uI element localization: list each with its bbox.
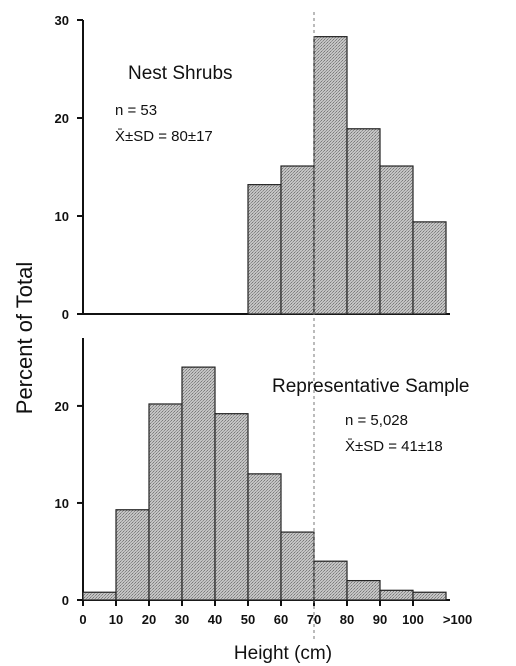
histogram-bar (412, 591, 447, 601)
histogram-bar (148, 403, 183, 601)
y-tick-label: 0 (62, 593, 69, 608)
histogram-bar (313, 36, 348, 315)
histogram-bar (280, 165, 315, 315)
histogram-bar (280, 531, 315, 601)
x-tick-label: 30 (175, 612, 189, 627)
y-tick-label: 10 (55, 209, 69, 224)
panel-representative-sample: 0 10 20 (55, 338, 450, 608)
y-tick-label: 0 (62, 307, 69, 322)
panel-title-representative-sample: Representative Sample (272, 376, 470, 397)
y-tick-label: 20 (55, 399, 69, 414)
x-tick-label: 20 (142, 612, 156, 627)
histogram-bar (379, 589, 414, 601)
x-tick-label: 100 (402, 612, 424, 627)
x-tick-label: >100 (443, 612, 472, 627)
x-axis-title: Height (cm) (234, 643, 332, 664)
mean-sd-nest-shrubs: X̄±SD = 80±17 (115, 128, 213, 145)
sample-size-nest-shrubs: n = 53 (115, 102, 157, 119)
x-tick-label: 60 (274, 612, 288, 627)
x-axis: 0 10 20 30 40 50 60 70 80 90 100 >100 (79, 600, 472, 627)
x-tick-label: 90 (373, 612, 387, 627)
mean-sd-representative-sample: X̄±SD = 41±18 (345, 438, 443, 455)
x-tick-label: 50 (241, 612, 255, 627)
x-tick-label: 10 (109, 612, 123, 627)
y-tick-label: 10 (55, 496, 69, 511)
histogram-bar (247, 184, 282, 315)
histogram-bar (346, 579, 381, 601)
histogram-bar (181, 366, 216, 601)
x-tick-label: 0 (79, 612, 86, 627)
histogram-bar (346, 128, 381, 315)
histogram-bar (379, 165, 414, 315)
histogram-bar (82, 591, 117, 601)
x-tick-label: 40 (208, 612, 222, 627)
sample-size-representative-sample: n = 5,028 (345, 412, 408, 429)
histogram-bar (247, 473, 282, 601)
x-tick-label: 80 (340, 612, 354, 627)
y-axis-title: Percent of Total (12, 262, 37, 414)
panel-title-nest-shrubs: Nest Shrubs (128, 63, 233, 84)
histogram-bar (412, 221, 447, 315)
y-tick-label: 30 (55, 13, 69, 28)
histogram-bar (313, 560, 348, 601)
panel-nest-shrubs: 0 10 20 30 (55, 13, 450, 322)
histogram-bar (214, 413, 249, 601)
y-tick-label: 20 (55, 111, 69, 126)
histogram-bar (115, 509, 150, 601)
